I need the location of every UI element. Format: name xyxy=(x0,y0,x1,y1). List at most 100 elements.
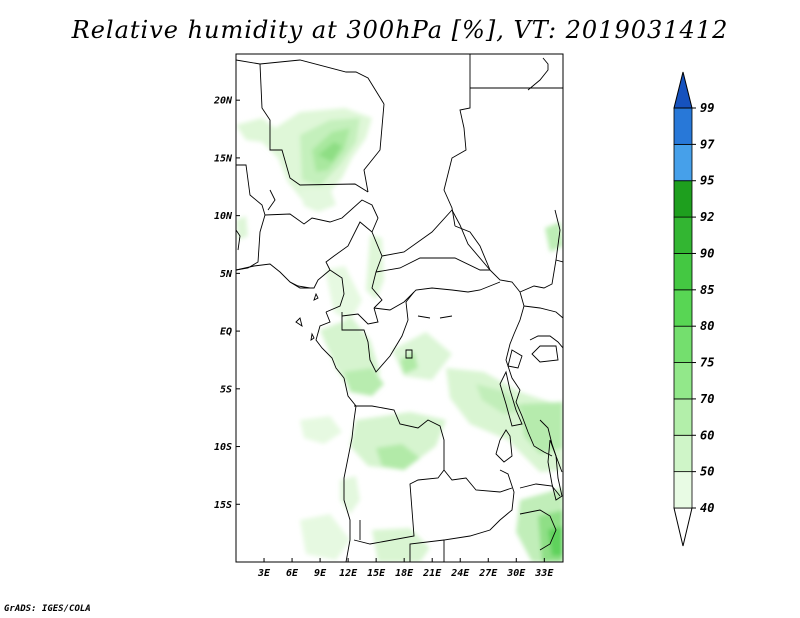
country-border xyxy=(341,307,379,325)
country-border xyxy=(341,291,415,373)
humidity-patch xyxy=(236,216,248,240)
country-border xyxy=(515,389,553,457)
colorbar-level-label: 50 xyxy=(700,465,714,479)
country-border xyxy=(443,54,471,227)
humidity-patch xyxy=(344,368,384,396)
coastline xyxy=(236,263,331,289)
lon-tick-label: 24E xyxy=(450,568,470,579)
island xyxy=(310,332,315,341)
country-border xyxy=(523,305,563,319)
humidity-patch xyxy=(400,352,418,374)
humidity-patch xyxy=(548,526,563,556)
country-border xyxy=(315,311,345,379)
country-border xyxy=(264,199,379,233)
lake-border xyxy=(499,370,523,427)
country-border xyxy=(375,257,521,293)
lake-border xyxy=(531,345,559,363)
coastline xyxy=(527,57,549,91)
lon-tick-label: 3E xyxy=(257,568,271,579)
humidity-patch xyxy=(376,444,420,470)
country-border xyxy=(519,483,561,497)
lat-tick-label: 20N xyxy=(213,96,233,107)
humidity-patch xyxy=(476,384,524,414)
colorbar: 40 50 60 70 75 80 85 90 92 95 97 99 xyxy=(673,71,715,547)
colorbar-level-label: 92 xyxy=(700,210,714,224)
lat-tick-label: 5S xyxy=(220,384,232,395)
grads-credit: GrADS: IGES/COLA xyxy=(4,604,91,614)
colorbar-segment xyxy=(673,216,693,254)
lon-tick-label: 30E xyxy=(506,568,526,579)
country-border xyxy=(505,291,525,391)
colorbar-level-label: 95 xyxy=(700,174,714,188)
lake-border xyxy=(547,439,563,501)
colorbar-segment xyxy=(673,180,693,218)
colorbar-level-label: 70 xyxy=(700,392,714,406)
country-border xyxy=(373,281,501,311)
colorbar-segment xyxy=(673,107,693,145)
country-border xyxy=(259,63,369,193)
country-border xyxy=(529,335,563,349)
colorbar-low-extend xyxy=(673,507,693,547)
colorbar-segment xyxy=(673,362,693,400)
humidity-patch xyxy=(318,142,342,162)
country-border xyxy=(363,103,385,193)
colorbar-level-label: 85 xyxy=(700,283,714,297)
map-frame xyxy=(235,53,564,563)
humidity-patch xyxy=(300,514,350,560)
lat-tick-label: EQ xyxy=(220,327,232,338)
island xyxy=(295,317,303,328)
humidity-patch xyxy=(340,476,360,514)
colorbar-segment xyxy=(673,253,693,291)
lat-tick-label: 10N xyxy=(214,211,233,222)
country-border xyxy=(236,229,241,251)
country-border xyxy=(454,225,491,271)
country-border xyxy=(353,469,445,545)
humidity-patch xyxy=(366,235,384,300)
country-border xyxy=(325,269,345,313)
colorbar-level-label: 40 xyxy=(700,501,714,515)
chart-title: Relative humidity at 300hPa [%], VT: 201… xyxy=(71,16,729,44)
humidity-patch xyxy=(372,528,430,562)
humidity-patch xyxy=(545,222,563,252)
country-border xyxy=(443,469,515,562)
colorbar-segment xyxy=(673,325,693,363)
lake-border xyxy=(405,349,413,359)
country-border xyxy=(519,509,557,551)
country-border xyxy=(409,539,445,562)
lat-tick-label: 5N xyxy=(220,269,233,280)
country-border xyxy=(519,209,561,293)
country-border xyxy=(236,164,266,271)
country-border xyxy=(555,259,563,263)
colorbar-segment xyxy=(673,398,693,436)
country-border xyxy=(381,209,491,271)
country-border xyxy=(325,221,373,271)
colorbar-level-label: 90 xyxy=(700,246,714,260)
lat-tick-label: 15S xyxy=(214,500,232,511)
humidity-patch xyxy=(300,188,336,212)
lon-tick-label: 9E xyxy=(314,568,327,579)
colorbar-level-label: 80 xyxy=(700,319,714,333)
colorbar-segment xyxy=(673,471,693,509)
lon-tick-label: 15E xyxy=(367,568,386,579)
island xyxy=(313,292,319,301)
colorbar-level-label: 99 xyxy=(700,101,714,115)
country-border xyxy=(371,231,383,309)
lon-tick-label: 18E xyxy=(395,568,414,579)
humidity-patch xyxy=(392,332,452,380)
colorbar-level-label: 75 xyxy=(700,356,714,370)
country-border xyxy=(354,405,513,493)
latitude-axis: 20N 15N 10N 5N EQ 5S 10S 15S xyxy=(213,96,240,511)
lon-tick-label: 33E xyxy=(534,568,554,579)
lon-tick-label: 27E xyxy=(478,568,498,579)
lake-border xyxy=(417,315,453,319)
lat-tick-label: 15N xyxy=(214,153,233,164)
country-borders xyxy=(236,54,563,562)
lon-tick-label: 12E xyxy=(339,568,358,579)
colorbar-segment xyxy=(673,143,693,182)
colorbar-high-extend xyxy=(673,71,693,109)
colorbar-level-label: 97 xyxy=(700,137,715,151)
colorbar-segment xyxy=(673,434,693,473)
lat-tick-label: 10S xyxy=(214,442,232,453)
country-border xyxy=(267,189,276,211)
